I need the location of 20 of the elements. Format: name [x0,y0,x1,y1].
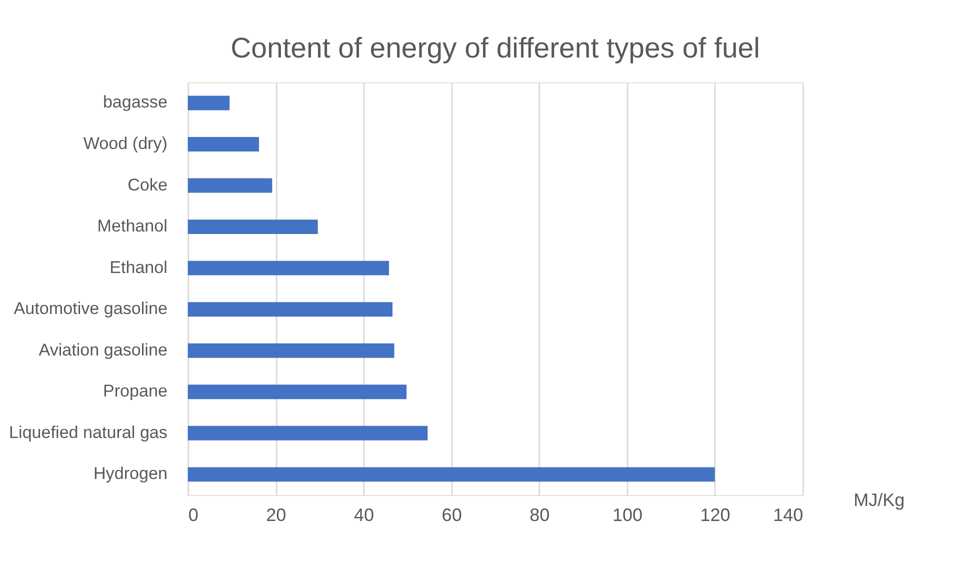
y-tick-label: Automotive gasoline [14,299,168,318]
y-tick-label: Wood (dry) [83,134,168,153]
x-tick-label: 80 [530,505,550,526]
y-tick-label: Hydrogen [93,464,168,484]
y-tick-label: Aviation gasoline [38,340,168,360]
x-tick-label: 140 [773,505,804,526]
x-axis-title: MJ/Kg [854,490,905,510]
y-tick-label: Propane [102,382,168,401]
x-tick-label: 20 [266,505,286,526]
y-tick-label: Ethanol [110,258,168,277]
y-tick-label: bagasse [102,92,168,112]
y-tick-label: Coke [128,175,168,194]
y-tick-label: Methanol [97,216,168,236]
y-tick-label: Liquefied natural gas [9,422,168,442]
x-tick-label: 0 [188,505,198,526]
x-tick-label: 120 [700,505,730,526]
x-tick-label: 40 [354,505,374,526]
chart-title: Content of energy of different types of fuel [230,32,760,65]
x-tick-label: 60 [442,505,462,526]
x-tick-label: 100 [612,505,643,526]
